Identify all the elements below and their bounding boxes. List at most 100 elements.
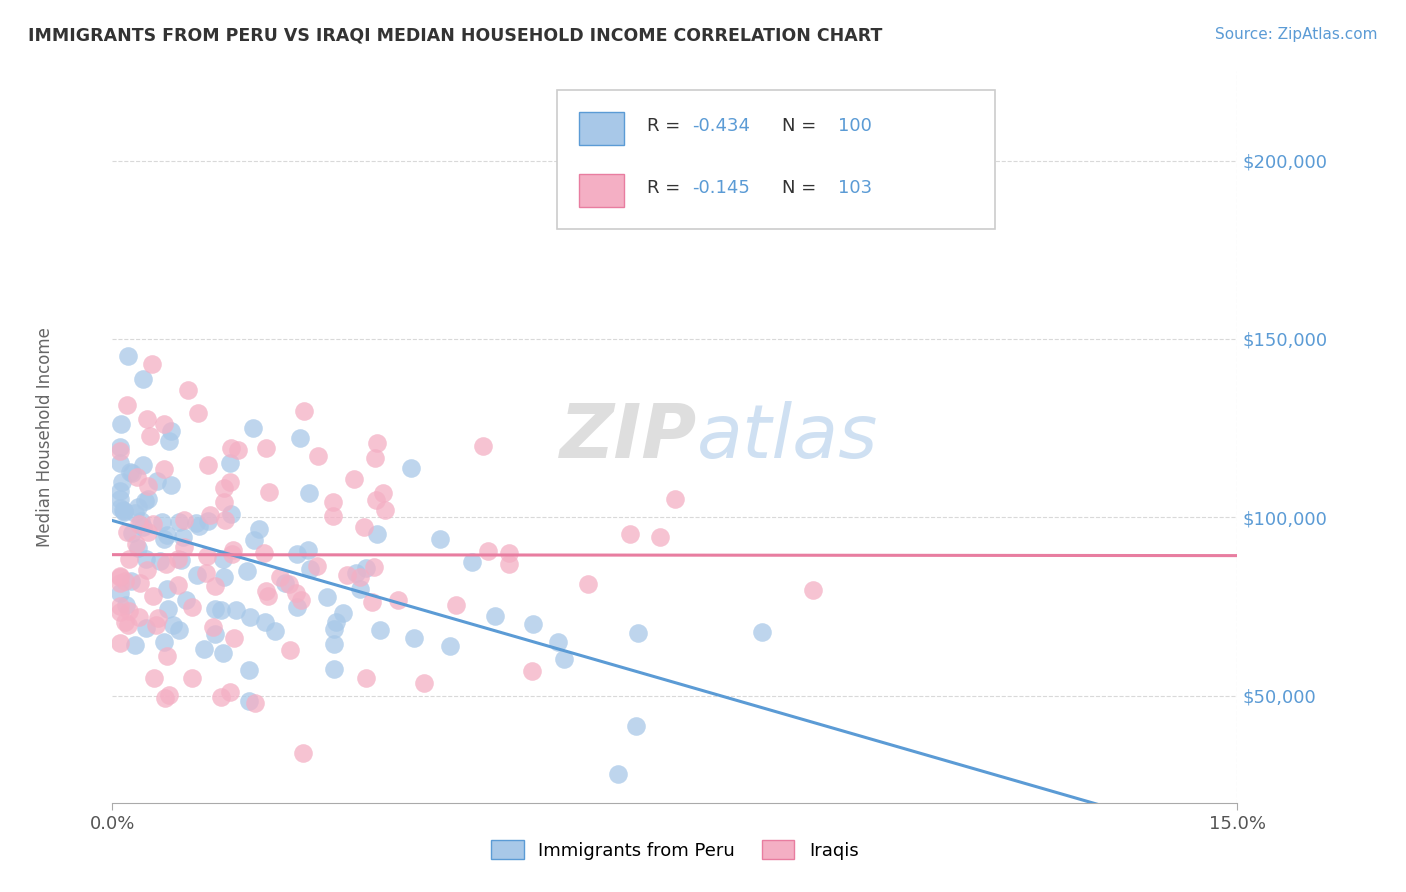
- Point: [801, 582, 824, 597]
- Point: [112, 506, 135, 520]
- Bar: [579, 112, 624, 145]
- Point: [404, 631, 426, 645]
- Point: [145, 617, 167, 632]
- Point: [278, 643, 301, 657]
- Point: [108, 576, 131, 591]
- Point: [142, 589, 165, 603]
- Point: [204, 579, 226, 593]
- Point: [135, 621, 157, 635]
- Point: [195, 566, 218, 581]
- Point: [134, 493, 156, 508]
- Point: [343, 472, 366, 486]
- Point: [157, 688, 180, 702]
- Point: [155, 691, 177, 706]
- Point: [226, 443, 249, 458]
- Point: [146, 475, 169, 489]
- Point: [242, 420, 264, 434]
- Point: [110, 417, 132, 431]
- Point: [121, 466, 143, 480]
- Text: ZIP: ZIP: [560, 401, 697, 474]
- Point: [257, 484, 280, 499]
- Point: [366, 436, 388, 450]
- Point: [108, 606, 131, 620]
- Point: [218, 456, 240, 470]
- Point: [153, 635, 176, 649]
- Point: [204, 602, 226, 616]
- Point: [219, 475, 242, 489]
- Point: [356, 671, 378, 685]
- Point: [214, 513, 236, 527]
- Point: [332, 606, 354, 620]
- Point: [129, 576, 152, 591]
- Point: [177, 383, 200, 397]
- Text: Median Household Income: Median Household Income: [37, 327, 53, 547]
- Point: [118, 552, 141, 566]
- Point: [239, 610, 262, 624]
- Point: [172, 530, 194, 544]
- Point: [353, 520, 375, 534]
- Point: [498, 546, 520, 560]
- Point: [204, 627, 226, 641]
- Point: [285, 547, 308, 561]
- Point: [114, 574, 136, 588]
- Point: [157, 602, 180, 616]
- Point: [284, 586, 307, 600]
- Point: [111, 475, 134, 489]
- Point: [254, 583, 277, 598]
- Point: [118, 604, 141, 618]
- Point: [112, 503, 135, 517]
- Point: [253, 546, 276, 560]
- Point: [387, 593, 409, 607]
- Point: [142, 517, 165, 532]
- Point: [125, 537, 148, 551]
- Point: [219, 507, 242, 521]
- Point: [243, 533, 266, 548]
- Point: [344, 566, 367, 581]
- Point: [150, 515, 173, 529]
- Point: [238, 693, 260, 707]
- Point: [127, 500, 149, 515]
- Point: [222, 542, 245, 557]
- Point: [211, 646, 233, 660]
- Point: [155, 558, 177, 572]
- Point: [131, 519, 153, 533]
- Point: [136, 479, 159, 493]
- Point: [307, 558, 329, 573]
- Point: [218, 684, 240, 698]
- Point: [117, 618, 139, 632]
- Point: [167, 623, 190, 637]
- Point: [498, 557, 520, 571]
- FancyBboxPatch shape: [557, 89, 995, 228]
- Text: R =: R =: [647, 117, 686, 136]
- Point: [607, 767, 630, 781]
- Point: [180, 671, 202, 685]
- Point: [236, 564, 259, 578]
- Point: [115, 598, 138, 612]
- Point: [117, 525, 139, 540]
- Point: [399, 461, 422, 475]
- Point: [245, 696, 267, 710]
- Point: [108, 569, 131, 583]
- Text: atlas: atlas: [697, 401, 879, 473]
- Point: [141, 357, 163, 371]
- Point: [484, 609, 506, 624]
- Point: [619, 526, 641, 541]
- Point: [363, 560, 385, 574]
- Point: [323, 662, 346, 676]
- Point: [136, 563, 159, 577]
- Point: [124, 506, 146, 520]
- Point: [149, 553, 172, 567]
- Point: [274, 575, 297, 590]
- Point: [128, 517, 150, 532]
- Point: [212, 552, 235, 566]
- Point: [132, 372, 155, 386]
- Text: N =: N =: [782, 179, 821, 197]
- Point: [173, 512, 195, 526]
- Point: [156, 582, 179, 597]
- Point: [322, 637, 344, 651]
- Point: [322, 495, 344, 509]
- Bar: [579, 174, 624, 207]
- Point: [439, 639, 461, 653]
- Point: [157, 434, 180, 448]
- Point: [627, 626, 650, 640]
